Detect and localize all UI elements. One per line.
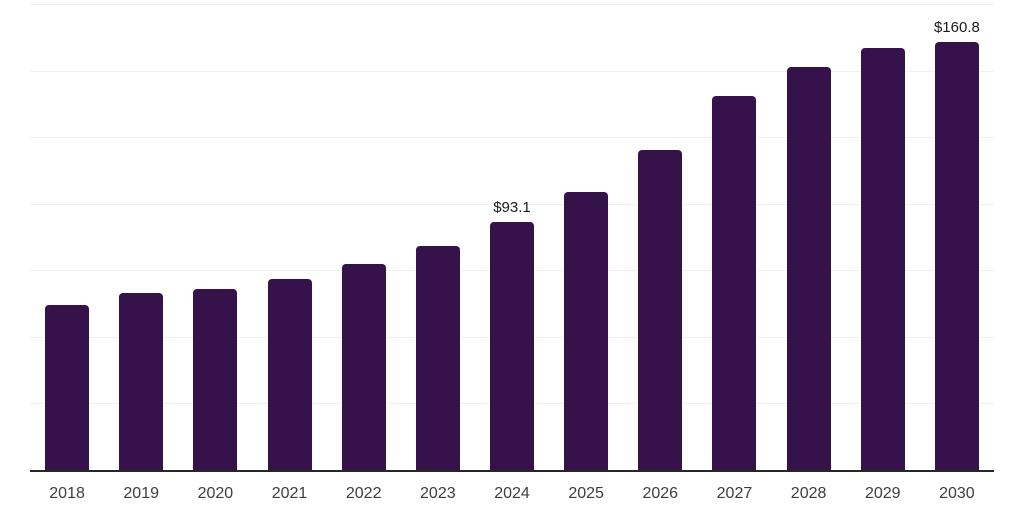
x-axis-label-2029: 2029 bbox=[864, 485, 901, 502]
bar-2018 bbox=[45, 305, 90, 470]
gridline-100 bbox=[30, 203, 994, 205]
bar-2023 bbox=[415, 246, 460, 470]
bar-2024 bbox=[490, 222, 534, 470]
x-axis-label-2025: 2025 bbox=[568, 485, 604, 502]
bar-2029 bbox=[860, 47, 905, 470]
x-axis-label-2030: 2030 bbox=[939, 485, 975, 502]
x-axis-label-2023: 2023 bbox=[420, 485, 456, 502]
gridline-175 bbox=[30, 4, 994, 5]
x-axis-label-2027: 2027 bbox=[716, 485, 753, 502]
value-label-2024: $93.1 bbox=[493, 199, 531, 217]
bar-2028 bbox=[786, 67, 831, 470]
bar-2019 bbox=[119, 292, 164, 470]
x-axis-line bbox=[30, 470, 994, 472]
bar-2027 bbox=[712, 95, 757, 470]
x-axis-label-2020: 2020 bbox=[197, 485, 234, 502]
x-axis-label-2019: 2019 bbox=[123, 485, 159, 502]
x-axis-label-2021: 2021 bbox=[271, 485, 308, 502]
bar-2022 bbox=[341, 264, 386, 470]
x-axis-label-2022: 2022 bbox=[345, 485, 382, 502]
x-axis-label-2028: 2028 bbox=[790, 485, 827, 502]
bar-2020 bbox=[193, 288, 238, 470]
x-axis-label-2018: 2018 bbox=[49, 485, 85, 502]
bar-2026 bbox=[638, 149, 683, 470]
bar-2030 bbox=[934, 41, 979, 470]
x-axis-label-2026: 2026 bbox=[642, 485, 679, 502]
gridline-150 bbox=[30, 70, 994, 72]
bar-2021 bbox=[267, 278, 312, 470]
gridline-125 bbox=[30, 137, 994, 139]
bar-2025 bbox=[564, 191, 609, 470]
x-axis-label-2024: 2024 bbox=[494, 485, 530, 502]
value-label-2030: $160.8 bbox=[933, 18, 980, 36]
